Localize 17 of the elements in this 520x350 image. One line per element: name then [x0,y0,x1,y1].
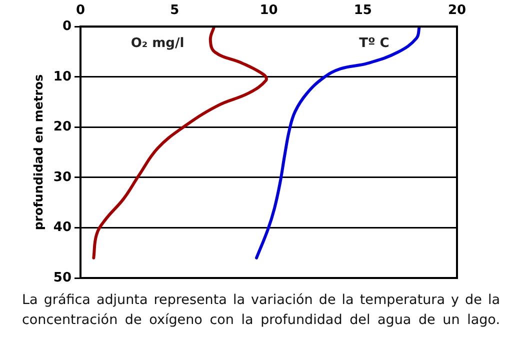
line-series [255,26,421,260]
y-tick-label: 30 [53,170,72,185]
text: La gráfica adjunta representa la variación de la temperatura y de la concentración de oxígeno con la profundidad del agua de un lago. [22,291,500,330]
x-tick-label: 20 [448,3,466,18]
x-tick-label: 10 [260,3,278,18]
text: O₂ mg/l [130,36,184,51]
y-tick-label: 20 [53,120,72,135]
series-label: Tº C [359,36,390,51]
y-tick-label: 50 [53,270,72,286]
y-axis-title: profundidad en metros [31,74,46,230]
x-tick-label: 15 [354,3,372,18]
x-tick-label: 0 [76,3,86,18]
y-tick-label: 10 [53,69,72,84]
x-tick-label: 5 [170,3,180,18]
y-tick-label: 0 [62,18,72,34]
y-tick-label: 40 [53,220,72,236]
line-series [92,26,268,260]
